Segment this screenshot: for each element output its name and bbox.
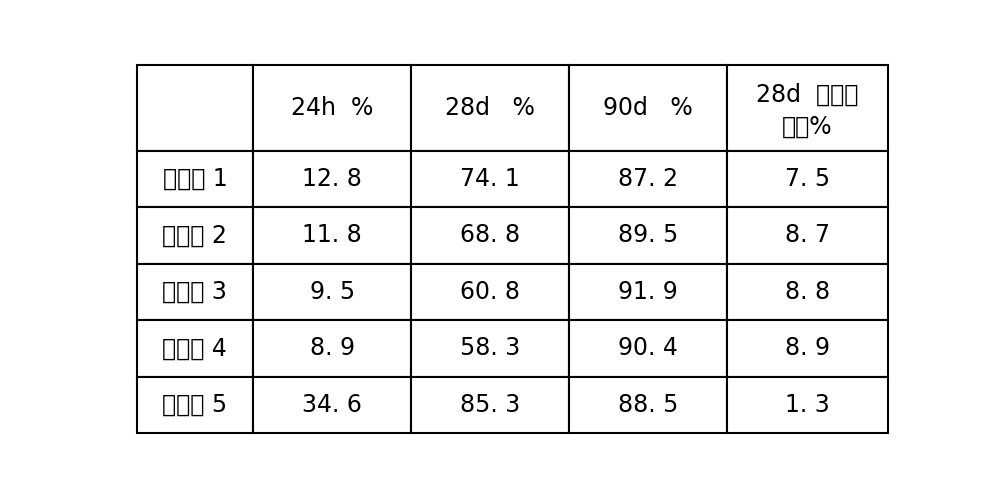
Text: 85. 3: 85. 3 bbox=[460, 393, 520, 417]
Bar bbox=[253, 65, 411, 150]
Text: 8. 7: 8. 7 bbox=[785, 223, 830, 247]
Text: 90. 4: 90. 4 bbox=[618, 336, 678, 360]
Bar bbox=[569, 207, 727, 264]
Text: 实施例 4: 实施例 4 bbox=[162, 336, 227, 360]
Bar bbox=[569, 65, 727, 150]
Bar bbox=[569, 320, 727, 377]
Text: 24h  %: 24h % bbox=[291, 96, 373, 120]
Text: 74. 1: 74. 1 bbox=[460, 167, 520, 191]
Bar bbox=[253, 150, 411, 207]
Bar bbox=[411, 320, 569, 377]
Bar bbox=[411, 377, 569, 433]
Text: 实施例 5: 实施例 5 bbox=[162, 393, 227, 417]
Text: 89. 5: 89. 5 bbox=[618, 223, 678, 247]
Text: 58. 3: 58. 3 bbox=[460, 336, 520, 360]
Bar bbox=[137, 264, 253, 320]
Bar bbox=[411, 150, 569, 207]
Text: 7. 5: 7. 5 bbox=[785, 167, 830, 191]
Bar bbox=[727, 207, 888, 264]
Bar bbox=[137, 207, 253, 264]
Bar bbox=[137, 377, 253, 433]
Text: 87. 2: 87. 2 bbox=[618, 167, 678, 191]
Text: 实施例 1: 实施例 1 bbox=[163, 167, 227, 191]
Bar bbox=[411, 264, 569, 320]
Bar bbox=[137, 320, 253, 377]
Bar bbox=[727, 150, 888, 207]
Bar bbox=[253, 320, 411, 377]
Text: 90d   %: 90d % bbox=[603, 96, 693, 120]
Bar bbox=[137, 150, 253, 207]
Bar bbox=[727, 264, 888, 320]
Text: 8. 9: 8. 9 bbox=[310, 336, 355, 360]
Text: 34. 6: 34. 6 bbox=[302, 393, 362, 417]
Bar bbox=[253, 264, 411, 320]
Text: 60. 8: 60. 8 bbox=[460, 280, 520, 304]
Bar bbox=[253, 377, 411, 433]
Bar bbox=[727, 377, 888, 433]
Bar bbox=[569, 377, 727, 433]
Text: 1. 3: 1. 3 bbox=[785, 393, 830, 417]
Bar bbox=[569, 150, 727, 207]
Text: 12. 8: 12. 8 bbox=[302, 167, 362, 191]
Bar bbox=[569, 264, 727, 320]
Bar bbox=[727, 65, 888, 150]
Text: 8. 9: 8. 9 bbox=[785, 336, 830, 360]
Text: 11. 8: 11. 8 bbox=[302, 223, 362, 247]
Bar bbox=[253, 207, 411, 264]
Text: 91. 9: 91. 9 bbox=[618, 280, 678, 304]
Text: 28d  累计降: 28d 累计降 bbox=[756, 83, 859, 107]
Text: 9. 5: 9. 5 bbox=[310, 280, 355, 304]
Text: 8. 8: 8. 8 bbox=[785, 280, 830, 304]
Bar bbox=[411, 65, 569, 150]
Text: 解率%: 解率% bbox=[782, 114, 833, 139]
Text: 实施例 3: 实施例 3 bbox=[162, 280, 227, 304]
Text: 68. 8: 68. 8 bbox=[460, 223, 520, 247]
Bar bbox=[137, 65, 253, 150]
Text: 实施例 2: 实施例 2 bbox=[162, 223, 227, 247]
Bar bbox=[411, 207, 569, 264]
Text: 28d   %: 28d % bbox=[445, 96, 535, 120]
Text: 88. 5: 88. 5 bbox=[618, 393, 678, 417]
Bar bbox=[727, 320, 888, 377]
